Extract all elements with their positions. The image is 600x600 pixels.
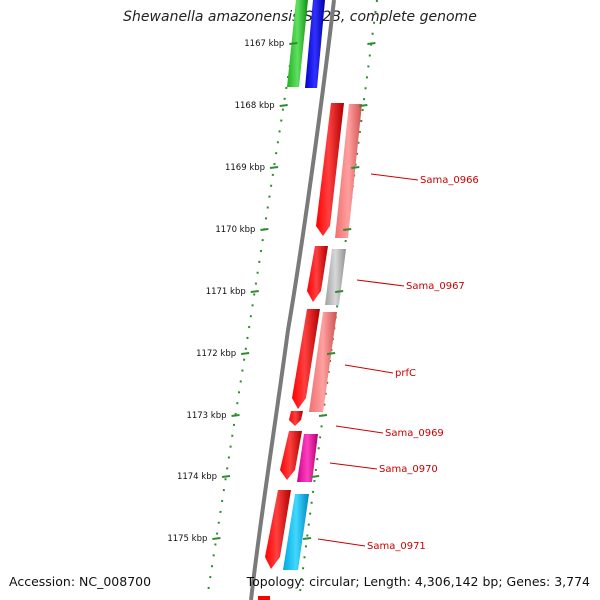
gene-pink-prfc: [309, 312, 337, 412]
left-dotted-track: [207, 0, 301, 593]
tick-mark-right: [310, 475, 320, 478]
tick-mark-right: [351, 166, 360, 169]
tick-mark-right: [367, 42, 376, 45]
tick-label: 1169 kbp: [225, 163, 265, 173]
gene-leader-line: [317, 538, 366, 547]
gene-blue-block: [305, 0, 325, 88]
tick-mark-left: [260, 228, 269, 231]
tick-mark-left: [269, 166, 279, 169]
tick-mark-right: [318, 414, 328, 417]
tick-mark-left: [250, 290, 259, 293]
gene-leader-line: [356, 279, 405, 287]
gene-pink-sama0966: [335, 104, 362, 238]
gene-red-prfc: [292, 309, 320, 409]
tick-label: 1171 kbp: [206, 287, 246, 297]
tick-mark-left: [231, 414, 240, 417]
gene-red-sama0971: [265, 490, 291, 569]
gene-magenta-sama0970: [297, 434, 318, 482]
tick-mark-left: [279, 104, 288, 107]
tick-label: 1173 kbp: [186, 411, 226, 421]
gene-cyan-sama0971: [283, 494, 309, 570]
gene-green-block: [287, 0, 308, 87]
tick-mark-right: [302, 537, 312, 540]
gene-label: Sama_0970: [379, 464, 438, 475]
tick-label: 1167 kbp: [244, 39, 284, 49]
gene-red-partial-bottom: [258, 596, 270, 600]
gene-red-sama0970: [280, 431, 302, 480]
tick-mark-right: [335, 290, 344, 293]
accession-text: Accession: NC_008700: [9, 574, 152, 589]
gene-red-sama0969: [289, 411, 303, 426]
gene-label: Sama_0967: [406, 281, 465, 292]
tick-mark-right: [326, 352, 336, 355]
tick-mark-left: [241, 352, 250, 355]
tick-mark-right: [343, 228, 352, 231]
tick-label: 1168 kbp: [235, 101, 275, 111]
gene-red-sama0967: [307, 246, 328, 302]
gene-label: Sama_0969: [385, 428, 444, 439]
gene-label: Sama_0971: [367, 541, 426, 552]
gene-label: prfC: [395, 368, 416, 379]
tick-label: 1174 kbp: [177, 472, 217, 482]
tick-mark-left: [221, 475, 231, 478]
gene-gray-sama0967: [325, 249, 346, 305]
tick-label: 1170 kbp: [215, 225, 255, 235]
tick-label: 1175 kbp: [167, 534, 207, 544]
tick-label: 1172 kbp: [196, 349, 236, 359]
gene-label: Sama_0966: [420, 175, 479, 186]
genome-summary-text: Topology: circular; Length: 4,306,142 bp…: [246, 574, 590, 589]
gene-red-sama0966: [316, 103, 344, 236]
gene-leader-line: [344, 364, 394, 374]
tick-mark-left: [289, 42, 298, 45]
genome-backbone: [249, 0, 336, 600]
gene-leader-line: [329, 462, 378, 470]
gene-leader-line: [370, 173, 419, 181]
tick-mark-right: [359, 104, 368, 107]
gene-leader-line: [335, 425, 384, 434]
tick-mark-left: [212, 537, 221, 540]
